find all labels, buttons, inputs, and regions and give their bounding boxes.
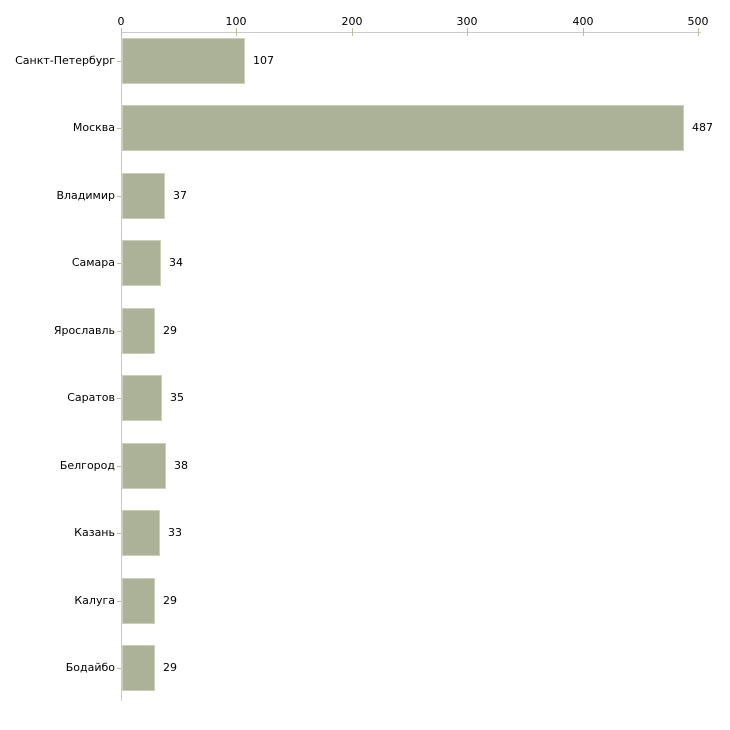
category-label: Бодайбо xyxy=(65,661,115,674)
y-tick xyxy=(117,196,121,197)
value-label: 37 xyxy=(173,189,187,202)
bar xyxy=(122,578,155,624)
category-label: Белгород xyxy=(59,459,115,472)
x-tick-label: 0 xyxy=(117,15,125,28)
y-tick xyxy=(117,263,121,264)
y-tick xyxy=(117,61,121,62)
category-label: Калуга xyxy=(74,594,115,607)
bar xyxy=(122,105,684,151)
category-label: Владимир xyxy=(56,189,115,202)
y-tick xyxy=(117,466,121,467)
x-tick xyxy=(698,28,699,36)
value-label: 34 xyxy=(169,256,183,269)
bar xyxy=(122,240,161,286)
x-tick-label: 200 xyxy=(341,15,363,28)
x-tick xyxy=(583,28,584,36)
y-tick xyxy=(117,601,121,602)
value-label: 29 xyxy=(163,324,177,337)
category-label: Москва xyxy=(72,121,115,134)
y-tick xyxy=(117,533,121,534)
x-tick xyxy=(352,28,353,36)
category-label: Саратов xyxy=(67,391,115,404)
bar xyxy=(122,510,160,556)
category-label: Казань xyxy=(74,526,115,539)
value-label: 35 xyxy=(170,391,184,404)
category-label: Самара xyxy=(71,256,115,269)
y-tick xyxy=(117,331,121,332)
value-label: 29 xyxy=(163,594,177,607)
x-tick-label: 400 xyxy=(572,15,594,28)
category-label: Санкт-Петербург xyxy=(15,54,115,67)
y-tick xyxy=(117,668,121,669)
bar xyxy=(122,375,162,421)
bar xyxy=(122,443,166,489)
bar xyxy=(122,173,165,219)
bar xyxy=(122,308,155,354)
x-tick-label: 100 xyxy=(225,15,247,28)
x-tick xyxy=(467,28,468,36)
category-label: Ярославль xyxy=(53,324,115,337)
value-label: 29 xyxy=(163,661,177,674)
x-tick xyxy=(121,28,122,36)
y-tick xyxy=(117,398,121,399)
y-tick xyxy=(117,128,121,129)
x-tick-label: 300 xyxy=(456,15,478,28)
bar xyxy=(122,645,155,691)
y-axis-line xyxy=(121,32,122,701)
value-label: 38 xyxy=(174,459,188,472)
value-label: 33 xyxy=(168,526,182,539)
value-label: 107 xyxy=(253,54,274,67)
x-axis-line xyxy=(121,32,701,33)
value-label: 487 xyxy=(692,121,713,134)
x-tick xyxy=(236,28,237,36)
x-tick-label: 500 xyxy=(687,15,709,28)
bar xyxy=(122,38,245,84)
